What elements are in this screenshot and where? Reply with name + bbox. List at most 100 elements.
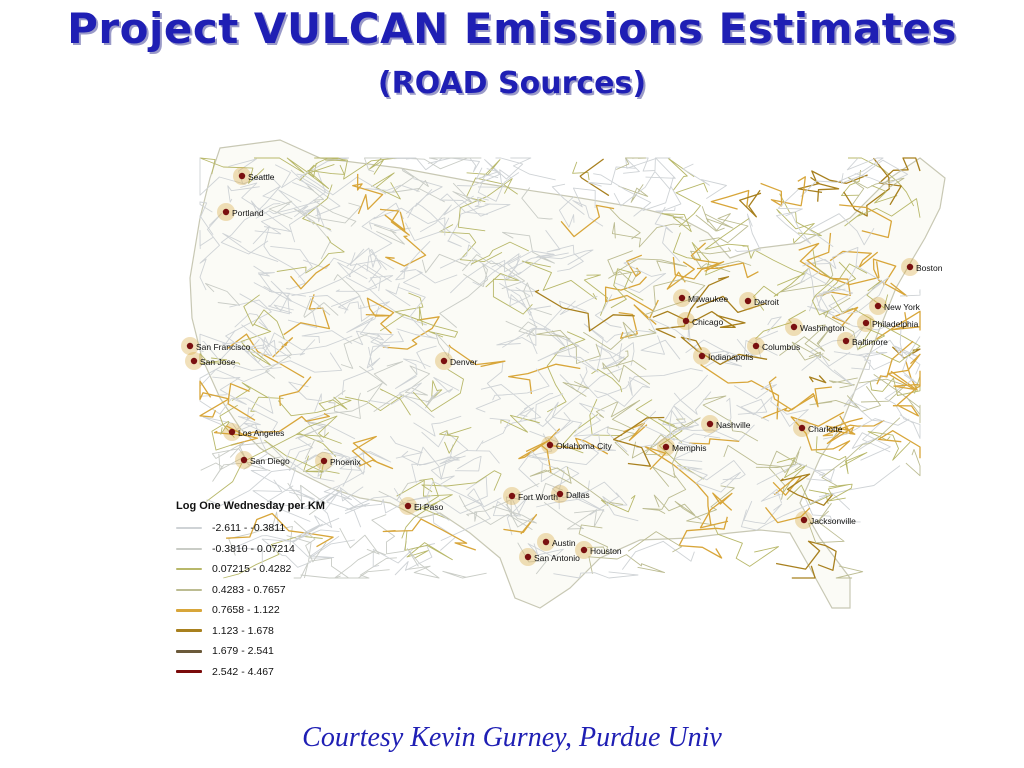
road-segment — [388, 157, 415, 160]
legend-swatch — [176, 547, 202, 550]
road-segment — [303, 298, 339, 318]
road-segment — [382, 316, 440, 350]
road-segment — [403, 269, 458, 290]
road-segment — [276, 236, 345, 274]
road-segment — [831, 306, 859, 327]
road-segment — [199, 353, 241, 365]
road-segment — [438, 426, 472, 454]
map-legend: Log One Wednesday per KM -2.611 - -0.381… — [176, 500, 376, 682]
emission-hotspots — [181, 167, 919, 566]
road-segment — [199, 329, 236, 353]
road-segment — [559, 366, 588, 393]
road-segment — [806, 232, 851, 298]
road-segment — [595, 399, 641, 431]
road-segment — [753, 267, 809, 311]
road-segment — [588, 554, 665, 574]
road-segment — [607, 250, 687, 274]
road-segment — [821, 417, 901, 486]
road-segment — [809, 325, 865, 387]
road-segment — [654, 206, 681, 262]
road-segment — [293, 520, 327, 563]
city-label: Los Angeles — [238, 428, 284, 438]
road-segment — [587, 166, 636, 187]
road-segment — [205, 282, 241, 306]
road-segment — [237, 407, 278, 436]
road-segment — [623, 422, 648, 442]
road-segment — [439, 193, 511, 217]
road-segment — [736, 396, 809, 427]
city-hotspot — [798, 424, 806, 432]
city-hotspot — [186, 342, 194, 350]
road-segment — [406, 495, 450, 521]
city-label: Columbus — [762, 342, 800, 352]
city-label: Austin — [552, 538, 576, 548]
road-segment — [274, 164, 341, 217]
city-hotspot — [682, 317, 690, 325]
road-segment — [199, 201, 214, 235]
road-segment — [416, 446, 461, 480]
road-segment — [337, 261, 381, 292]
road-segment — [775, 540, 837, 571]
legend-item: 0.07215 - 0.4282 — [176, 559, 376, 580]
road-segment — [250, 185, 290, 213]
road-segment — [272, 337, 294, 358]
road-segment — [755, 309, 806, 340]
road-segment — [529, 420, 574, 443]
road-segment — [308, 295, 361, 311]
road-segment — [406, 548, 440, 579]
road-segment — [562, 381, 590, 397]
road-segment — [640, 335, 681, 360]
road-segment — [682, 163, 727, 199]
road-segment — [289, 263, 331, 290]
road-segment — [342, 449, 392, 475]
road-segment — [427, 157, 480, 173]
road-segment — [653, 494, 702, 520]
city-hotspot — [190, 357, 198, 365]
road-segment — [301, 207, 332, 232]
city-label: Oklahoma City — [556, 441, 612, 451]
road-segment — [285, 443, 335, 482]
road-segment — [425, 376, 460, 403]
road-segment — [421, 470, 502, 493]
city-hotspot — [906, 263, 914, 271]
road-segment — [871, 184, 898, 204]
city-label: Philadelphia — [872, 319, 919, 329]
road-segment — [439, 488, 502, 514]
road-segment — [252, 225, 306, 290]
road-segment — [253, 265, 275, 292]
slide-title: Project VULCAN Emissions Estimates — [67, 4, 957, 53]
road-segment — [602, 360, 651, 385]
road-segment — [593, 173, 652, 217]
us-outline — [189, 139, 946, 609]
road-segment — [449, 255, 522, 294]
road-segment — [373, 224, 405, 245]
road-segment — [293, 202, 362, 260]
city-label: Charlotte — [808, 424, 843, 434]
road-segment — [268, 200, 293, 220]
road-segment — [540, 462, 590, 499]
road-segment — [344, 487, 406, 515]
road-segment — [801, 351, 851, 371]
road-segment — [644, 434, 679, 487]
slide-subtitle: (ROAD Sources) — [377, 66, 647, 101]
road-segment — [206, 468, 316, 506]
city-hotspot — [842, 337, 850, 345]
road-segment — [688, 438, 740, 445]
road-segment — [892, 370, 921, 417]
road-segment — [267, 292, 306, 314]
road-segment — [212, 376, 247, 405]
road-segment — [517, 542, 548, 575]
road-segment — [412, 369, 464, 412]
road-segment — [661, 213, 692, 233]
us-road-emissions-map: Seattle Portland San Francisco San Jose Los … — [181, 139, 946, 609]
road-segment — [553, 571, 639, 579]
road-segment — [627, 531, 682, 553]
road-segment — [696, 295, 767, 314]
city-labels: Seattle Portland San Francisco San Jose Los … — [196, 172, 943, 563]
road-segment — [314, 157, 346, 161]
road-segment — [583, 274, 608, 316]
city-hotspot — [238, 172, 246, 180]
road-segment — [199, 229, 214, 250]
road-segment — [227, 185, 260, 203]
road-segment — [211, 420, 238, 451]
